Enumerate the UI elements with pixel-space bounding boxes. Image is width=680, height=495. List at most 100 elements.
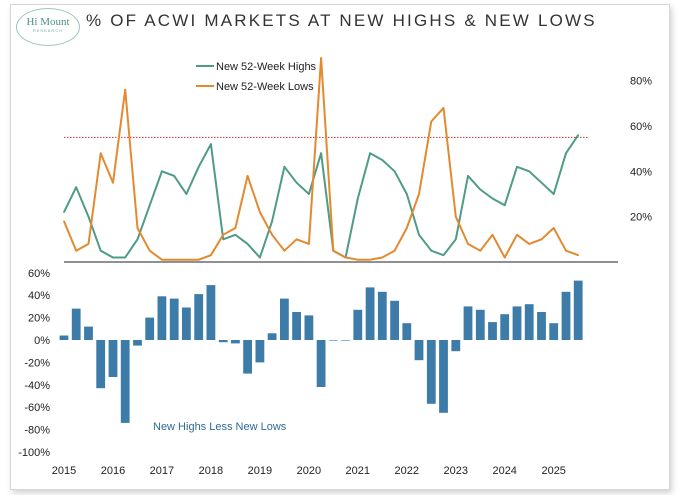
x-tick-label: 2024 <box>492 465 516 477</box>
x-tick-label: 2018 <box>199 465 223 477</box>
highs-line-point <box>528 170 530 173</box>
highs-line-point <box>565 152 567 154</box>
net-bar <box>549 323 559 340</box>
highs-line-point <box>185 193 188 195</box>
net-bar <box>500 314 510 340</box>
lows-line-point <box>491 234 494 236</box>
top-series-layer <box>63 57 580 261</box>
lows-line-point <box>503 256 506 259</box>
lows-line-point <box>455 215 457 218</box>
logo-sub-text: RESEARCH <box>32 28 64 33</box>
net-bar <box>414 340 424 361</box>
highs-line-point <box>124 256 126 259</box>
chart-title: % OF ACWI MARKETS AT NEW HIGHS & NEW LOW… <box>86 11 597 30</box>
x-tick-label: 2016 <box>101 465 125 477</box>
net-bar <box>120 340 130 423</box>
net-bar <box>512 306 522 340</box>
lows-line-point <box>393 249 396 252</box>
highs-line-point <box>516 166 518 168</box>
highs-line-point <box>503 204 506 207</box>
highs-line-point <box>222 238 224 241</box>
top-y-tick-label: 40% <box>630 166 652 178</box>
lows-line-point <box>406 227 408 229</box>
net-bar <box>194 294 204 340</box>
highs-line-point <box>197 166 200 168</box>
lows-line-point <box>271 234 273 236</box>
lows-line-point <box>222 234 224 236</box>
net-bar <box>488 322 497 340</box>
net-bar <box>537 312 546 340</box>
net-bar <box>255 340 265 363</box>
highs-line-point <box>246 243 249 245</box>
net-bar <box>218 340 228 343</box>
bottom-y-tick-label: -40% <box>24 380 50 392</box>
net-bar <box>231 340 240 344</box>
highs-line-point <box>136 238 139 241</box>
legend: New 52-Week Highs New 52-Week Lows <box>196 61 317 93</box>
x-tick-label: 2025 <box>541 465 565 477</box>
logo: Hi Mount RESEARCH <box>16 8 80 46</box>
legend-label-lows: New 52-Week Lows <box>216 81 314 93</box>
lows-line-point <box>332 249 335 252</box>
lows-line-point <box>369 258 371 261</box>
highs-line-point <box>63 211 65 213</box>
x-tick-label: 2020 <box>297 465 321 477</box>
net-bar <box>426 340 436 404</box>
highs-line-point <box>577 134 579 136</box>
highs-line-point <box>271 220 273 222</box>
lows-line-point <box>99 152 102 154</box>
legend-label-highs: New 52-Week Highs <box>216 61 317 73</box>
highs-line-point <box>308 193 310 195</box>
lows-line-point <box>430 120 433 123</box>
net-bar <box>59 335 69 340</box>
net-bar <box>390 300 399 340</box>
net-bar <box>108 340 118 377</box>
highs-line-point <box>467 175 469 177</box>
highs-line-point <box>491 197 494 200</box>
bottom-y-tick-label: 60% <box>28 268 50 280</box>
net-bar <box>84 326 93 340</box>
lows-line-point <box>357 258 359 261</box>
net-bar <box>439 340 448 413</box>
net-bar <box>133 340 142 346</box>
top-y-tick-label: 80% <box>630 76 652 88</box>
highs-line-point <box>418 234 420 236</box>
bottom-y-tick-label: -20% <box>24 357 50 369</box>
lows-line-point <box>259 211 261 213</box>
net-bar <box>71 308 81 340</box>
top-y-tick-labels: 80% 60% 40% 20% <box>630 76 652 224</box>
lows-line-point <box>344 256 347 259</box>
highs-line-point <box>173 175 175 177</box>
lows-line-point <box>577 254 579 256</box>
net-bar <box>402 323 412 340</box>
highs-line-point <box>112 256 114 259</box>
lows-line-point <box>136 227 139 229</box>
x-tick-label: 2023 <box>444 465 468 477</box>
net-bar <box>243 340 252 374</box>
highs-line-point <box>479 188 482 191</box>
lows-line-point <box>418 193 420 195</box>
bottom-y-tick-label: -80% <box>24 425 50 437</box>
lows-line-point <box>234 227 237 229</box>
net-bar <box>267 333 277 340</box>
net-bar <box>145 317 155 340</box>
lows-line-point <box>161 258 163 261</box>
net-bar <box>573 280 583 340</box>
lows-line-point <box>75 249 77 252</box>
lows-line-point <box>210 254 212 256</box>
net-bar <box>463 306 473 340</box>
lows-line-point <box>283 249 286 252</box>
highs-line-point <box>75 186 77 188</box>
net-bar <box>96 340 106 389</box>
highs-line-point <box>552 193 555 195</box>
lows-line-point <box>197 258 200 261</box>
highs-line-point <box>87 215 90 218</box>
chart-frame <box>10 4 670 490</box>
x-tick-label: 2022 <box>395 465 419 477</box>
lows-line-point <box>516 234 518 236</box>
net-bar <box>328 340 338 341</box>
net-bar <box>341 340 350 341</box>
lows-line-point <box>246 175 249 177</box>
x-tick-label: 2019 <box>248 465 272 477</box>
lows-line-point <box>308 243 310 245</box>
